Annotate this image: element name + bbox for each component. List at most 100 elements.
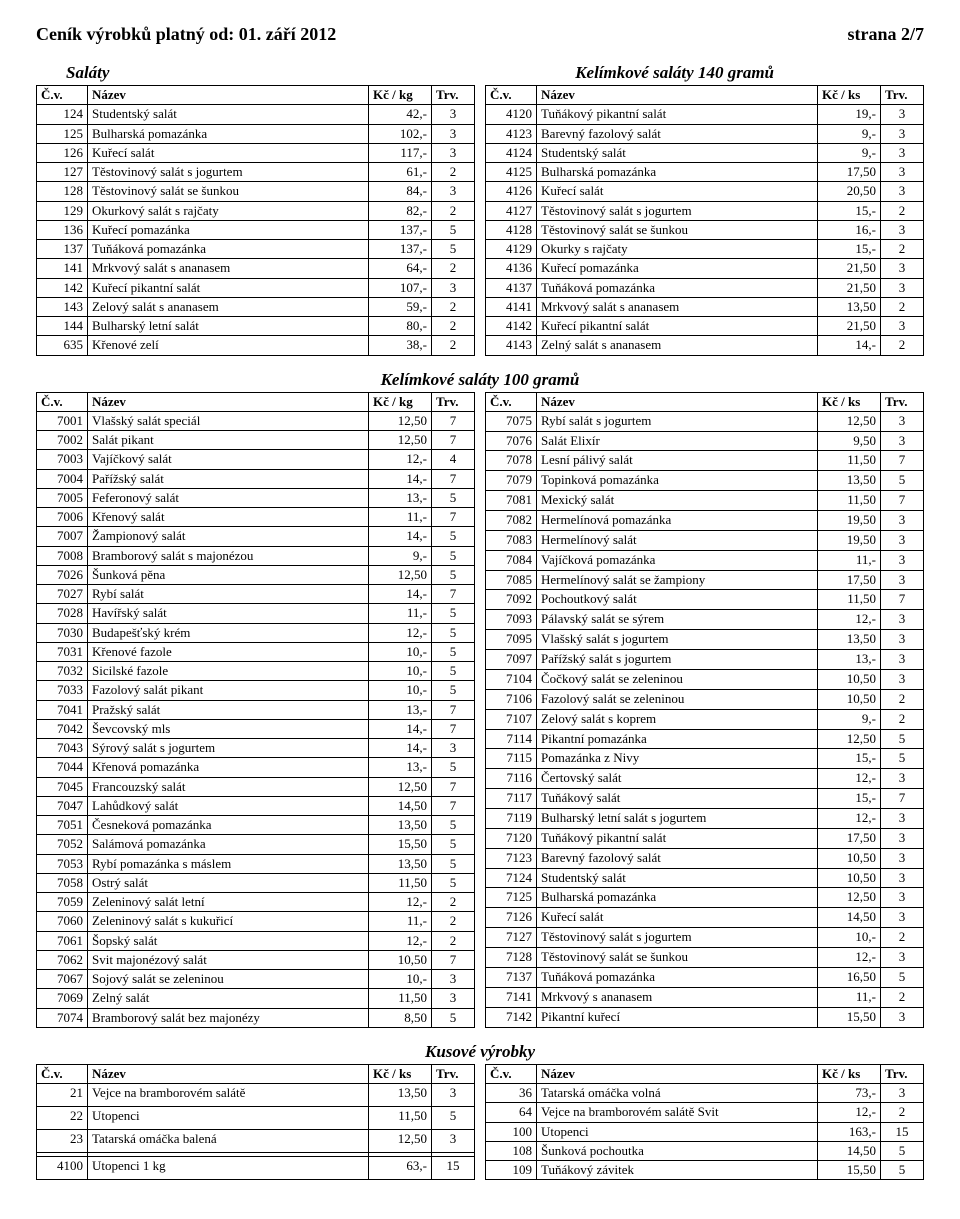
table-row: 7127Těstovinový salát s jogurtem10,-2 xyxy=(486,928,924,948)
cell: 5 xyxy=(432,488,475,507)
cell: 3 xyxy=(881,220,924,239)
table-row: 126Kuřecí salát117,-3 xyxy=(37,143,475,162)
cell: 3 xyxy=(881,769,924,789)
cell: 7059 xyxy=(37,893,88,912)
cell: 10,50 xyxy=(369,950,432,969)
cell: 22 xyxy=(37,1107,88,1130)
cell: 64,- xyxy=(369,259,432,278)
cell: 3 xyxy=(881,947,924,967)
table-row: 7114Pikantní pomazánka12,505 xyxy=(486,729,924,749)
cell: 5 xyxy=(432,758,475,777)
cell: 14,- xyxy=(818,336,881,355)
cell: 12,50 xyxy=(369,1130,432,1153)
cell: 73,- xyxy=(818,1084,881,1103)
cell: Tuňákový salát xyxy=(537,789,818,809)
cell: 84,- xyxy=(369,182,432,201)
table-row: 64Vejce na bramborovém salátě Svit12,-2 xyxy=(486,1103,924,1122)
table-row: 7079Topinková pomazánka13,505 xyxy=(486,471,924,491)
cell: 64 xyxy=(486,1103,537,1122)
cell: 11,- xyxy=(369,508,432,527)
cell: Havířský salát xyxy=(88,604,369,623)
table-row: 4128Těstovinový salát se šunkou16,-3 xyxy=(486,220,924,239)
cell: 5 xyxy=(432,1008,475,1027)
cell: 5 xyxy=(432,604,475,623)
cell: 5 xyxy=(432,1107,475,1130)
cell: 19,50 xyxy=(818,530,881,550)
table-row: 108Šunková pochoutka14,505 xyxy=(486,1141,924,1160)
cell: 7079 xyxy=(486,471,537,491)
table-row: 7059Zeleninový salát letní12,-2 xyxy=(37,893,475,912)
cell: Pochoutkový salát xyxy=(537,590,818,610)
cell: 7141 xyxy=(486,987,537,1007)
cell: 11,- xyxy=(369,912,432,931)
cell: 7060 xyxy=(37,912,88,931)
cell: 7051 xyxy=(37,816,88,835)
cell: 2 xyxy=(881,240,924,259)
cell: 15,- xyxy=(818,789,881,809)
cell: 137,- xyxy=(369,240,432,259)
cell: Francouzský salát xyxy=(88,777,369,796)
cell: 16,50 xyxy=(818,967,881,987)
cell: 12,- xyxy=(369,931,432,950)
cell: 7053 xyxy=(37,854,88,873)
cell: Bulharská pomazánka xyxy=(88,124,369,143)
cell: 4128 xyxy=(486,220,537,239)
cell: 7007 xyxy=(37,527,88,546)
table-row: 7043Sýrový salát s jogurtem14,-3 xyxy=(37,739,475,758)
cell: Utopenci xyxy=(537,1122,818,1141)
cell: 14,- xyxy=(369,719,432,738)
table-row: 7106Fazolový salát se zeleninou10,502 xyxy=(486,689,924,709)
cell: Kuřecí salát xyxy=(537,908,818,928)
cell: Barevný fazolový salát xyxy=(537,848,818,868)
cell: 7031 xyxy=(37,642,88,661)
cell: 635 xyxy=(37,336,88,355)
cell: Zelový salát s koprem xyxy=(537,709,818,729)
cell: Zelný salát s ananasem xyxy=(537,336,818,355)
cell: 2 xyxy=(432,931,475,950)
cell: 5 xyxy=(432,623,475,642)
cell: 3 xyxy=(881,530,924,550)
table-row: 7075Rybí salát s jogurtem12,503 xyxy=(486,411,924,431)
cell: Bulharský letní salát xyxy=(88,317,369,336)
cell: 5 xyxy=(881,729,924,749)
cell: 7082 xyxy=(486,511,537,531)
cell: 7078 xyxy=(486,451,537,471)
cell: 12,- xyxy=(818,769,881,789)
cell: Studentský salát xyxy=(537,143,818,162)
cell: Bramborový salát s majonézou xyxy=(88,546,369,565)
cell: Čertovský salát xyxy=(537,769,818,789)
cell: Tuňáková pomazánka xyxy=(88,240,369,259)
cell: 5 xyxy=(432,873,475,892)
cell: 12,- xyxy=(818,808,881,828)
cell: 7093 xyxy=(486,610,537,630)
cell: Okurky s rajčaty xyxy=(537,240,818,259)
cell: 5 xyxy=(432,546,475,565)
cell: 7026 xyxy=(37,565,88,584)
cell: 5 xyxy=(881,749,924,769)
cell: 59,- xyxy=(369,297,432,316)
table-row: 7095Vlašský salát s jogurtem13,503 xyxy=(486,630,924,650)
cell: Vejce na bramborovém salátě Svit xyxy=(537,1103,818,1122)
cell: Budapešťský krém xyxy=(88,623,369,642)
cell: 7061 xyxy=(37,931,88,950)
cell: 10,- xyxy=(369,970,432,989)
cell: 3 xyxy=(881,511,924,531)
cell: 7124 xyxy=(486,868,537,888)
col-header-cv: Č.v. xyxy=(486,1064,537,1083)
cell: 3 xyxy=(881,259,924,278)
table-row: 7041Pražský salát13,-7 xyxy=(37,700,475,719)
cell: Těstovinový salát se šunkou xyxy=(88,182,369,201)
cell: 9,- xyxy=(818,709,881,729)
cell: 3 xyxy=(432,182,475,201)
cell: 2 xyxy=(881,336,924,355)
cell: 12,- xyxy=(369,893,432,912)
table-row: 7005Feferonový salát13,-5 xyxy=(37,488,475,507)
cell: 4142 xyxy=(486,317,537,336)
cell: 7 xyxy=(432,585,475,604)
table-row: 4127Těstovinový salát s jogurtem15,-2 xyxy=(486,201,924,220)
cell: 3 xyxy=(432,989,475,1008)
cell: 19,50 xyxy=(818,511,881,531)
cell: Topinková pomazánka xyxy=(537,471,818,491)
table-row: 4123Barevný fazolový salát9,-3 xyxy=(486,124,924,143)
cell: 23 xyxy=(37,1130,88,1153)
